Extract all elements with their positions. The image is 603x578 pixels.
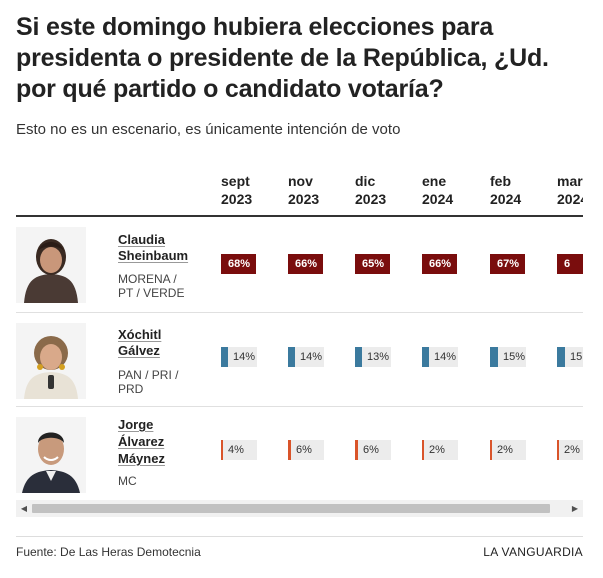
value-bar <box>221 440 223 460</box>
value-bar <box>422 347 429 367</box>
candidate-party: PT / VERDE <box>118 286 185 300</box>
value-cell: 13% <box>355 347 391 367</box>
value-label: 6% <box>296 444 312 456</box>
value-bar <box>422 254 457 274</box>
scrollbar-thumb[interactable] <box>32 504 550 513</box>
value-label: 2% <box>497 444 513 456</box>
value-label: 15 <box>570 351 583 363</box>
candidate-photo-sheinbaum <box>16 227 86 303</box>
candidate-party: MORENA / <box>118 272 177 286</box>
candidate-row: Claudia Sheinbaum MORENA / PT / VERDE <box>16 217 583 312</box>
value-label: 65% <box>362 258 385 270</box>
value-cell: 2% <box>557 440 583 460</box>
value-cell: 4% <box>221 440 257 460</box>
value-bar <box>355 254 390 274</box>
value-bar <box>288 254 323 274</box>
column-header-year: 2023 <box>355 191 387 207</box>
candidate-name: Jorge <box>118 417 154 432</box>
column-header: ene 2024 <box>422 172 453 208</box>
column-header-year: 2024 <box>422 191 454 207</box>
column-header: nov 2023 <box>288 172 319 208</box>
value-label: 67% <box>497 258 520 270</box>
value-cell: 15 <box>557 347 583 367</box>
candidate-party: PRD <box>118 382 144 396</box>
column-header: feb 2024 <box>490 172 521 208</box>
value-bar <box>221 347 228 367</box>
candidate-photo-galvez <box>16 323 86 399</box>
column-header-month: mar <box>557 173 583 189</box>
chart-subtitle: Esto no es un escenario, es únicamente i… <box>16 121 401 138</box>
value-bar <box>557 440 559 460</box>
column-header-month: feb <box>490 173 511 189</box>
row-divider <box>16 406 583 407</box>
horizontal-scrollbar[interactable]: ◀ ▶ <box>16 500 583 517</box>
value-bar <box>221 254 256 274</box>
value-cell: 6% <box>288 440 324 460</box>
value-bar <box>422 440 424 460</box>
source-note: Fuente: De Las Heras Demotecnia <box>16 545 201 559</box>
value-label: 66% <box>295 258 318 270</box>
column-header-year: 2023 <box>221 191 253 207</box>
scroll-left-arrow-icon[interactable]: ◀ <box>20 504 28 513</box>
value-label: 6 <box>564 258 571 270</box>
candidate-name: Máynez <box>118 451 165 466</box>
column-header-row: sept 2023 nov 2023 dic 2023 ene 2024 feb 2024 mar 2… <box>16 160 583 215</box>
chart-title: Si este domingo hubiera elecciones para … <box>16 13 549 103</box>
column-header: dic 2023 <box>355 172 386 208</box>
brand-logo: LA VANGUARDIA <box>483 545 583 559</box>
column-header-year: 2024 <box>557 191 583 207</box>
footer-divider <box>16 536 583 537</box>
value-label: 68% <box>228 258 251 270</box>
value-label: 2% <box>564 444 580 456</box>
candidate-photo-maynez <box>16 417 86 493</box>
value-label: 13% <box>367 351 390 363</box>
value-label: 14% <box>434 351 457 363</box>
candidate-name: Xóchitl <box>118 327 162 342</box>
value-bar <box>490 440 492 460</box>
column-header-year: 2023 <box>288 191 320 207</box>
candidate-name: Claudia <box>118 232 165 247</box>
value-label: 4% <box>228 444 244 456</box>
candidate-row: Jorge Álvarez Máynez MC <box>16 407 583 495</box>
value-bar <box>490 347 498 367</box>
value-cell: 14% <box>221 347 257 367</box>
table-viewport[interactable]: sept 2023 nov 2023 dic 2023 ene 2024 feb 2024 mar 2… <box>16 160 583 495</box>
value-cell: 2% <box>490 440 526 460</box>
column-header-year: 2024 <box>490 191 522 207</box>
scroll-right-arrow-icon[interactable]: ▶ <box>571 504 579 513</box>
column-header: sept 2023 <box>221 172 252 208</box>
candidate-row: Xóchitl Gálvez PAN / PRI / PRD <box>16 313 583 406</box>
row-divider <box>16 312 583 313</box>
value-bar <box>355 347 362 367</box>
value-label: 2% <box>429 444 445 456</box>
value-cell: 6% <box>355 440 391 460</box>
value-bar <box>557 254 583 274</box>
column-header-month: sept <box>221 173 250 189</box>
value-cell: 15% <box>490 347 526 367</box>
value-label: 14% <box>233 351 256 363</box>
value-bar <box>355 440 358 460</box>
column-header-month: dic <box>355 173 376 189</box>
candidate-name: Sheinbaum <box>118 248 189 263</box>
value-bar <box>557 347 565 367</box>
value-cell: 14% <box>288 347 324 367</box>
value-bar <box>490 254 525 274</box>
column-header-month: ene <box>422 173 447 189</box>
column-header-month: nov <box>288 173 313 189</box>
candidate-name: Gálvez <box>118 343 160 358</box>
value-cell: 14% <box>422 347 458 367</box>
header-divider <box>16 215 583 217</box>
value-label: 15% <box>503 351 526 363</box>
value-bar <box>288 440 291 460</box>
column-header: mar 2024 <box>557 172 583 208</box>
candidate-party: MC <box>118 474 137 488</box>
value-label: 14% <box>300 351 323 363</box>
value-bar <box>288 347 295 367</box>
value-cell: 2% <box>422 440 458 460</box>
value-label: 6% <box>363 444 379 456</box>
candidate-party: PAN / PRI / <box>118 368 179 382</box>
candidate-name: Álvarez <box>118 434 165 449</box>
value-label: 66% <box>429 258 452 270</box>
